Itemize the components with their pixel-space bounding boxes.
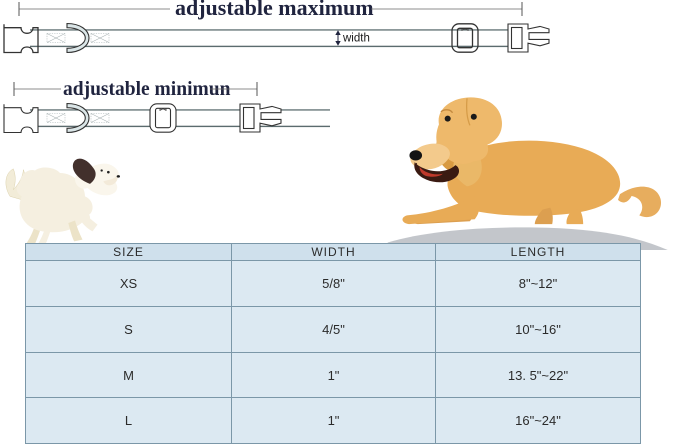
svg-text:adjustable minimun: adjustable minimun xyxy=(63,79,231,100)
svg-text:adjustable maximum: adjustable maximum xyxy=(175,0,374,20)
svg-text:width: width xyxy=(342,33,370,45)
